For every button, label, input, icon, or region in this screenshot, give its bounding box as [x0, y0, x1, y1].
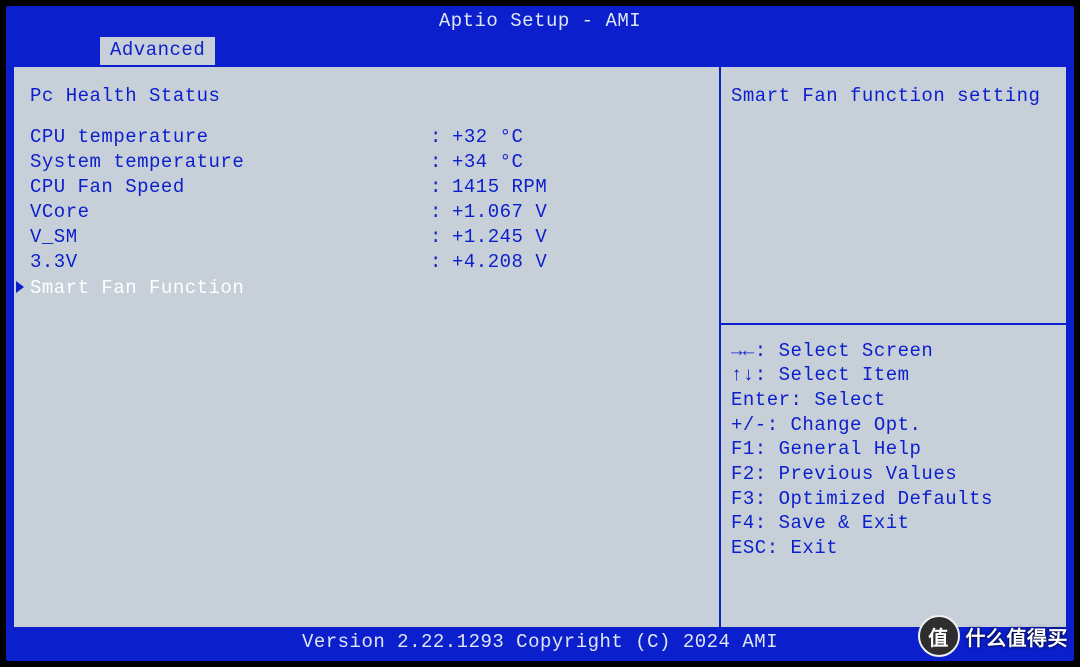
- submenu-smart-fan[interactable]: Smart Fan Function: [30, 277, 709, 299]
- submenu-label: Smart Fan Function: [30, 277, 244, 299]
- hint-f4: F4: Save & Exit: [731, 511, 1056, 536]
- help-text: Smart Fan function setting: [731, 85, 1040, 107]
- status-value: 1415 RPM: [452, 175, 709, 200]
- hint-f1: F1: General Help: [731, 437, 1056, 462]
- tab-label: Advanced: [110, 39, 205, 61]
- status-value: +4.208 V: [452, 250, 709, 275]
- bios-frame: Aptio Setup - AMI Advanced Pc Health Sta…: [6, 6, 1074, 661]
- left-pane: Pc Health Status CPU temperature : +32 °…: [14, 67, 721, 627]
- hint-select-item: ↑↓: Select Item: [731, 363, 1056, 388]
- status-value: +1.245 V: [452, 225, 709, 250]
- status-label: V_SM: [30, 225, 430, 250]
- watermark: 值 什么值得买: [918, 615, 1069, 657]
- status-row: CPU temperature : +32 °C: [30, 125, 709, 150]
- status-row: 3.3V : +4.208 V: [30, 250, 709, 275]
- watermark-icon: 值: [918, 615, 960, 657]
- hint-change-opt: +/-: Change Opt.: [731, 413, 1056, 438]
- separator: :: [430, 250, 452, 275]
- status-row: CPU Fan Speed : 1415 RPM: [30, 175, 709, 200]
- status-value: +1.067 V: [452, 200, 709, 225]
- status-label: System temperature: [30, 150, 430, 175]
- status-label: CPU Fan Speed: [30, 175, 430, 200]
- tab-advanced[interactable]: Advanced: [98, 35, 217, 65]
- right-pane: Smart Fan function setting →←: Select Sc…: [721, 67, 1066, 627]
- status-label: VCore: [30, 200, 430, 225]
- status-row: V_SM : +1.245 V: [30, 225, 709, 250]
- separator: :: [430, 125, 452, 150]
- hint-enter: Enter: Select: [731, 388, 1056, 413]
- separator: :: [430, 175, 452, 200]
- hint-f3: F3: Optimized Defaults: [731, 487, 1056, 512]
- status-value: +32 °C: [452, 125, 709, 150]
- hint-esc: ESC: Exit: [731, 536, 1056, 561]
- help-description: Smart Fan function setting: [721, 67, 1066, 325]
- footer-bar: Version 2.22.1293 Copyright (C) 2024 AMI: [12, 629, 1068, 655]
- status-value: +34 °C: [452, 150, 709, 175]
- key-hints: →←: Select Screen ↑↓: Select Item Enter:…: [721, 325, 1066, 627]
- footer-text: Version 2.22.1293 Copyright (C) 2024 AMI: [302, 631, 778, 653]
- status-row: VCore : +1.067 V: [30, 200, 709, 225]
- separator: :: [430, 150, 452, 175]
- status-row: System temperature : +34 °C: [30, 150, 709, 175]
- status-label: 3.3V: [30, 250, 430, 275]
- hint-select-screen: →←: Select Screen: [731, 339, 1056, 364]
- watermark-text: 什么值得买: [966, 622, 1069, 651]
- separator: :: [430, 200, 452, 225]
- separator: :: [430, 225, 452, 250]
- title-bar: Aptio Setup - AMI: [6, 6, 1074, 35]
- hint-f2: F2: Previous Values: [731, 462, 1056, 487]
- section-title: Pc Health Status: [30, 85, 709, 107]
- status-label: CPU temperature: [30, 125, 430, 150]
- tab-strip: Advanced: [6, 35, 1074, 65]
- submenu-arrow-icon: [16, 281, 24, 293]
- title-text: Aptio Setup - AMI: [439, 10, 641, 32]
- main-area: Pc Health Status CPU temperature : +32 °…: [12, 65, 1068, 629]
